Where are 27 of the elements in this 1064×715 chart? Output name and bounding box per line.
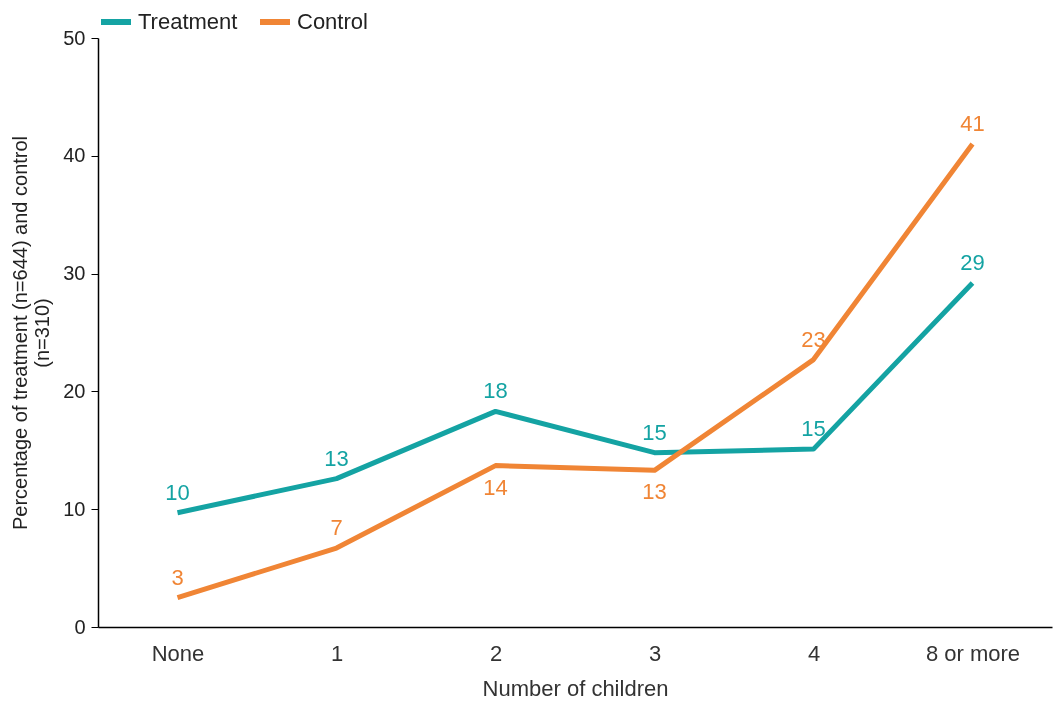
x-tick-label: 4 — [807, 640, 821, 666]
data-label: 29 — [960, 250, 985, 276]
data-label: 15 — [801, 416, 826, 442]
y-tick-label: 0 — [74, 615, 86, 638]
y-tick-label: 40 — [63, 144, 86, 167]
data-label: 15 — [642, 419, 667, 445]
data-label: 18 — [483, 378, 508, 404]
x-tick-label: 8 or more — [925, 640, 1021, 666]
x-tick-label: 1 — [330, 640, 344, 666]
data-label: 10 — [165, 479, 190, 505]
data-label: 13 — [324, 445, 349, 471]
x-tick-label: None — [151, 640, 205, 666]
x-tick-label: 3 — [648, 640, 662, 666]
y-tick-label: 20 — [63, 379, 86, 402]
data-label: 7 — [330, 515, 343, 541]
x-tick-label: 2 — [489, 640, 503, 666]
data-label: 13 — [642, 479, 667, 505]
data-label: 3 — [171, 564, 184, 590]
legend-label: Control — [297, 9, 368, 34]
data-label: 14 — [483, 474, 508, 500]
data-label: 41 — [960, 111, 985, 137]
x-axis-title: Number of children — [482, 675, 669, 701]
y-axis-title: Percentage of treatment (n=644) and control (n=310) — [9, 135, 54, 531]
legend-label: Treatment — [138, 9, 238, 34]
y-tick-label: 30 — [63, 262, 86, 285]
y-tick-label: 50 — [63, 26, 86, 49]
y-tick-label: 10 — [63, 497, 86, 520]
